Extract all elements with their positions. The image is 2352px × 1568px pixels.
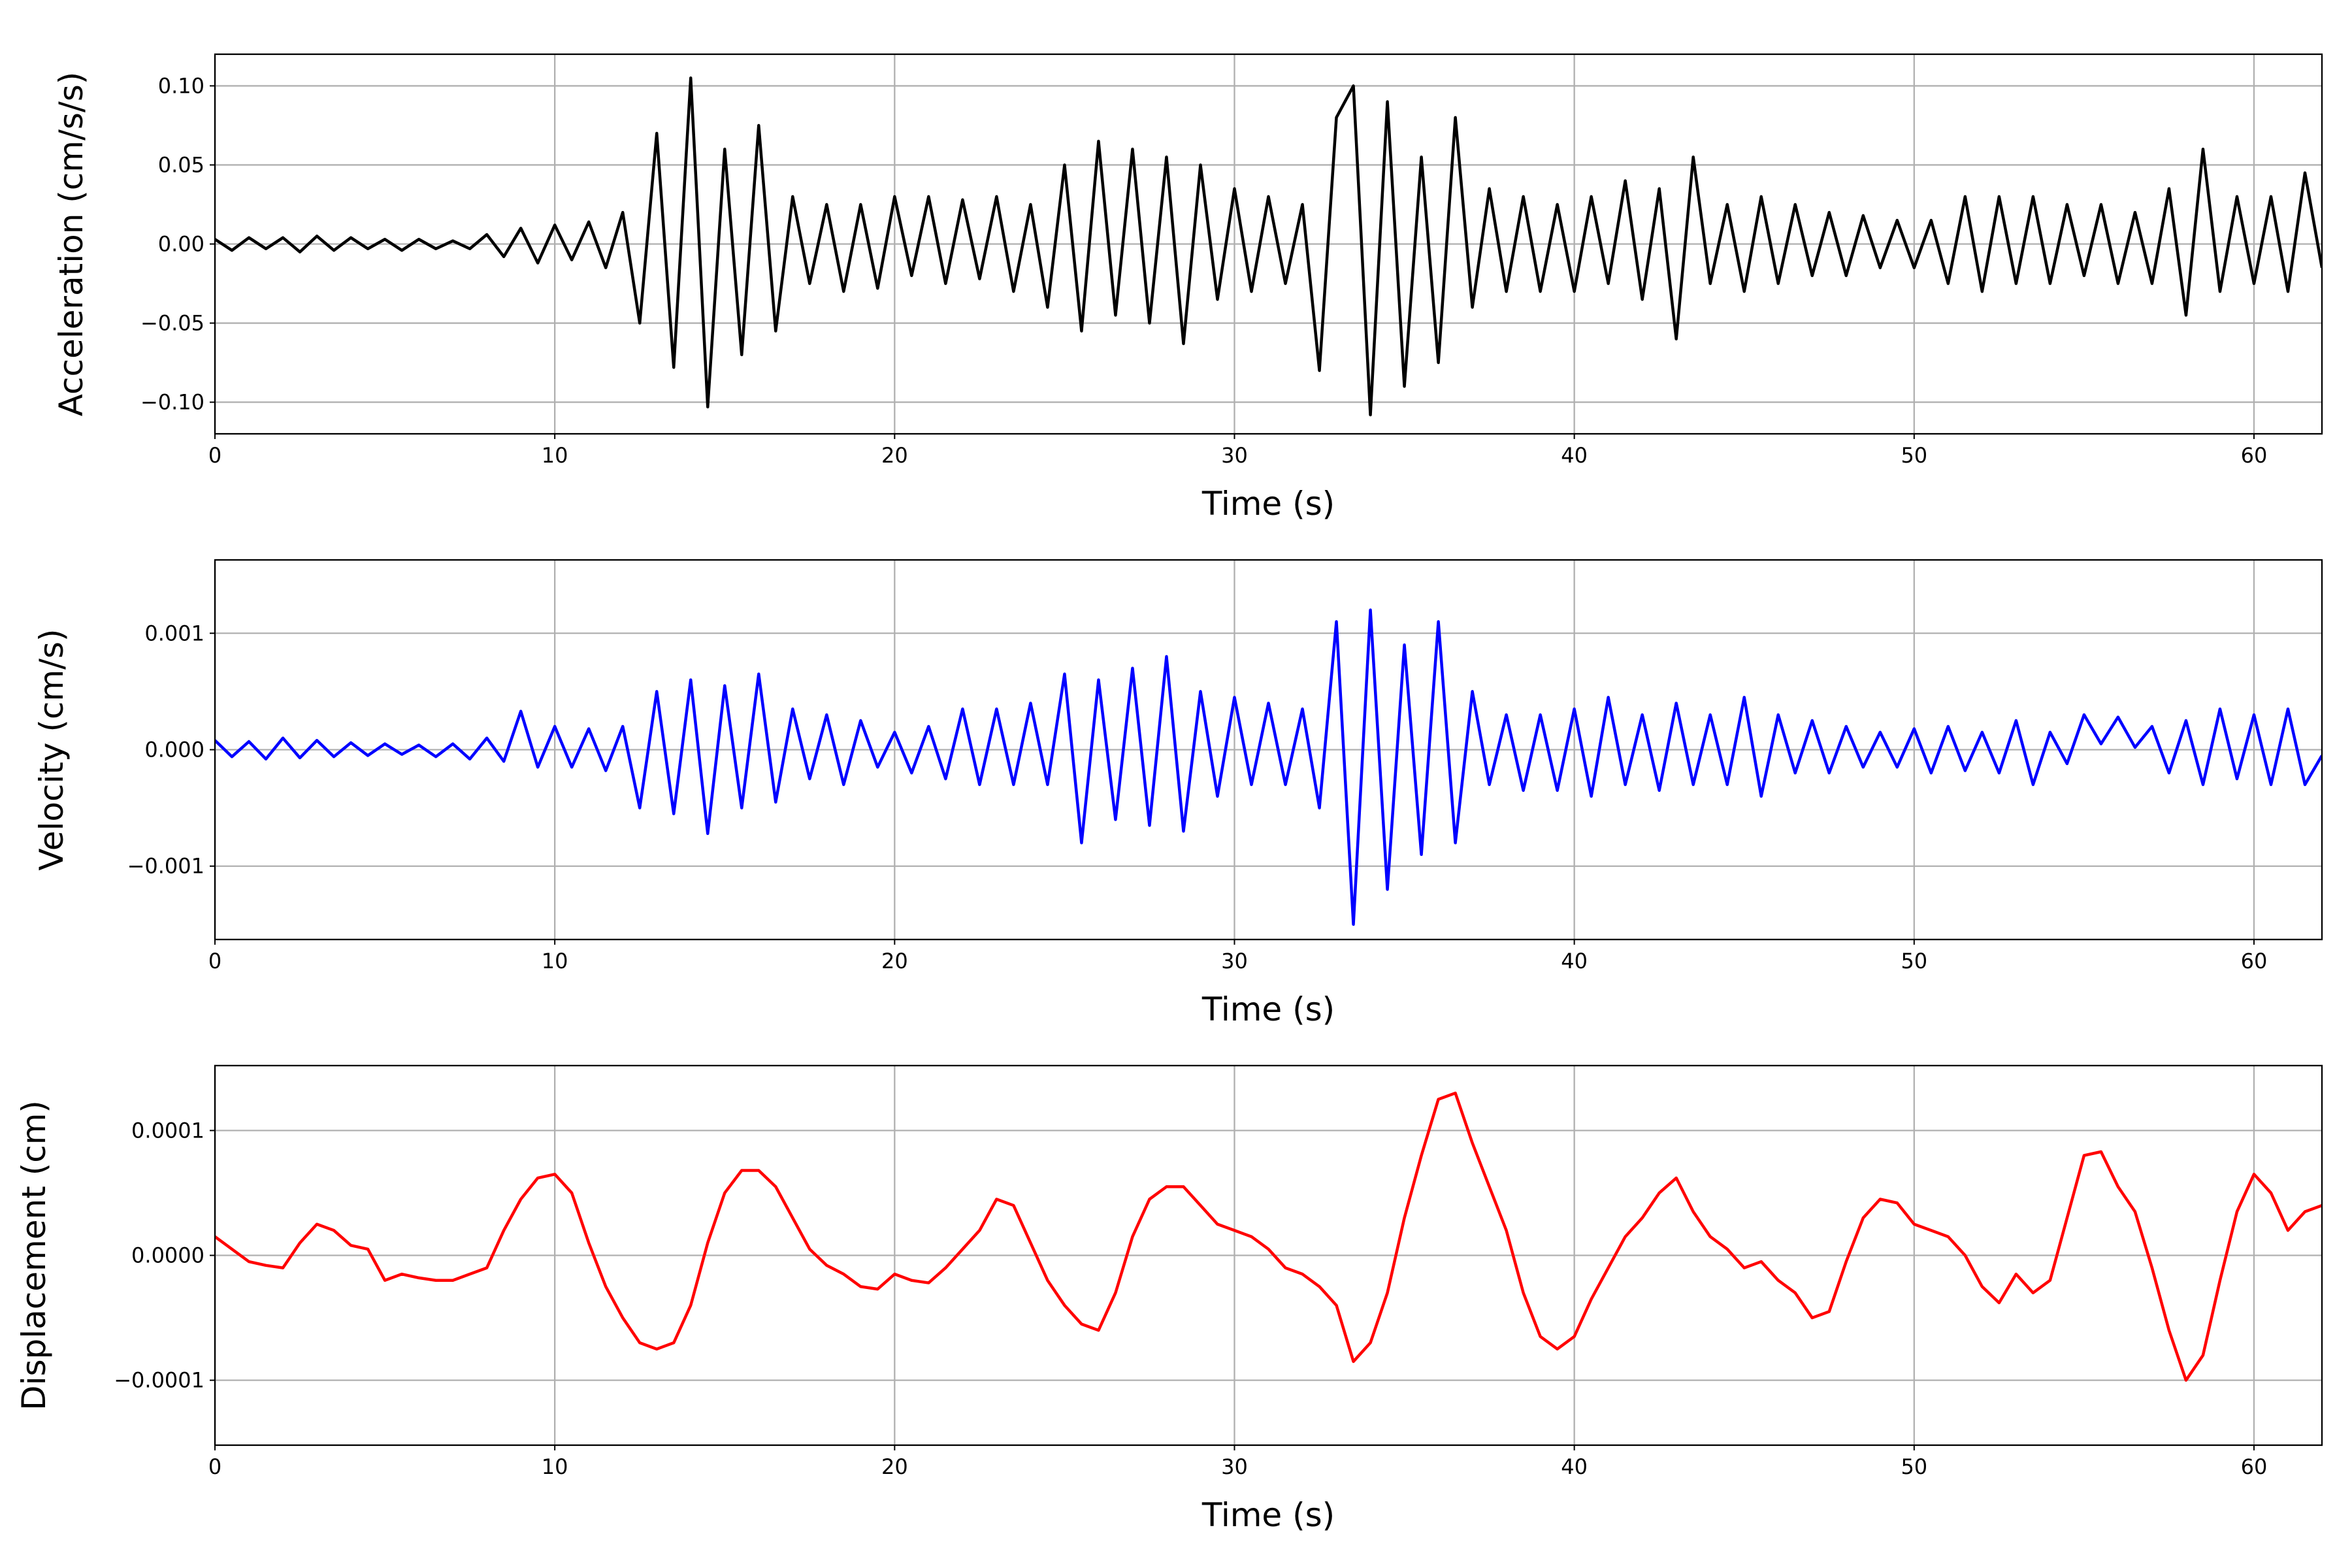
y-tick-label: 0.00 <box>158 232 204 257</box>
x-tick-label: 30 <box>1221 949 1248 973</box>
x-tick-label: 60 <box>2241 1454 2268 1479</box>
x-tick-label: 0 <box>208 949 221 973</box>
x-axis-label: Time (s) <box>1201 1496 1335 1534</box>
x-tick-label: 10 <box>542 949 568 973</box>
data-line <box>215 1091 2322 1382</box>
axes-frame <box>214 1064 2323 1446</box>
x-tick-label: 40 <box>1561 1454 1588 1479</box>
y-tick-label: 0.10 <box>158 73 204 98</box>
y-tick-label: −0.10 <box>140 390 204 415</box>
x-tick-label: 50 <box>1901 1454 1927 1479</box>
x-tick-label: 30 <box>1221 443 1248 468</box>
x-tick-label: 30 <box>1221 1454 1248 1479</box>
y-tick-label: 0.0000 <box>131 1243 204 1268</box>
x-tick-label: 10 <box>542 443 568 468</box>
x-tick-label: 10 <box>542 1454 568 1479</box>
y-tick-label: 0.000 <box>144 738 204 762</box>
y-tick-label: −0.05 <box>140 311 204 336</box>
axes-frame <box>214 53 2323 435</box>
x-axis-label: Time (s) <box>1201 990 1335 1028</box>
y-tick-label: 0.0001 <box>131 1118 204 1143</box>
data-line <box>215 608 2322 926</box>
x-tick-label: 0 <box>208 1454 221 1479</box>
x-tick-label: 60 <box>2241 949 2268 973</box>
y-axis-label: Acceleration (cm/s/s) <box>52 72 90 417</box>
x-tick-label: 40 <box>1561 443 1588 468</box>
x-tick-label: 50 <box>1901 949 1927 973</box>
x-tick-label: 20 <box>881 1454 908 1479</box>
y-tick-label: −0.0001 <box>114 1368 204 1393</box>
x-tick-label: 50 <box>1901 443 1927 468</box>
x-tick-label: 20 <box>881 443 908 468</box>
x-tick-label: 60 <box>2241 443 2268 468</box>
x-tick-label: 20 <box>881 949 908 973</box>
y-tick-label: 0.05 <box>158 152 204 177</box>
y-axis-label: Displacement (cm) <box>15 1100 53 1411</box>
y-tick-label: −0.001 <box>127 854 204 879</box>
x-axis-label: Time (s) <box>1201 485 1335 523</box>
axes-frame <box>214 559 2323 941</box>
x-tick-label: 0 <box>208 443 221 468</box>
data-line <box>215 76 2322 417</box>
x-tick-label: 40 <box>1561 949 1588 973</box>
y-tick-label: 0.001 <box>144 621 204 645</box>
y-axis-label: Velocity (cm/s) <box>33 629 71 870</box>
